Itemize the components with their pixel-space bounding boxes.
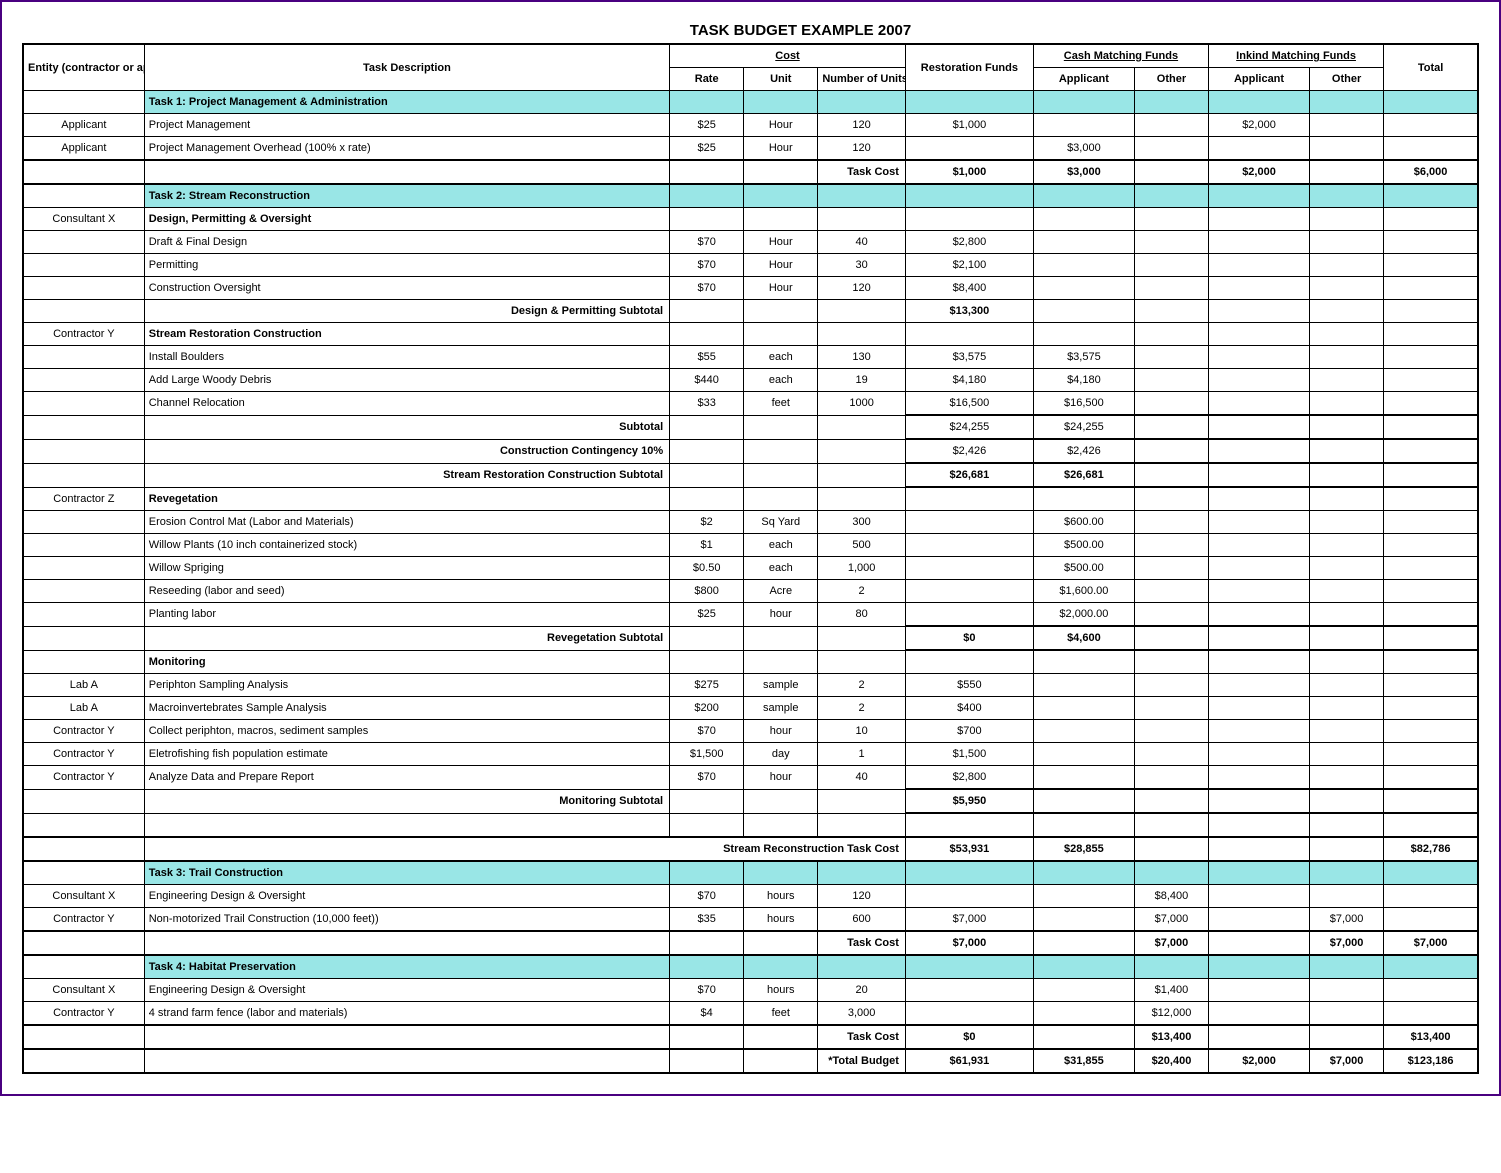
subtotal-row: Revegetation Subtotal$0$4,600: [23, 626, 1478, 650]
task-cost-row: Task Cost$0$13,400$13,400: [23, 1025, 1478, 1049]
subtotal-row: Design & Permitting Subtotal$13,300: [23, 300, 1478, 323]
data-row: ApplicantProject Management Overhead (10…: [23, 137, 1478, 161]
data-row: Lab AMacroinvertebrates Sample Analysis$…: [23, 697, 1478, 720]
hdr-desc: Task Description: [144, 44, 669, 91]
data-row: Add Large Woody Debris$440each19$4,180$4…: [23, 369, 1478, 392]
data-row: Contractor YCollect periphton, macros, s…: [23, 720, 1478, 743]
data-row: Planting labor$25hour80$2,000.00: [23, 603, 1478, 627]
data-row: Consultant XEngineering Design & Oversig…: [23, 885, 1478, 908]
data-row: Install Boulders$55each130$3,575$3,575: [23, 346, 1478, 369]
budget-table: Entity (contractor or applicant) Task De…: [22, 43, 1479, 1074]
data-row: Willow Plants (10 inch containerized sto…: [23, 534, 1478, 557]
data-row: Contractor YNon-motorized Trail Construc…: [23, 908, 1478, 932]
page-title: TASK BUDGET EXAMPLE 2007: [122, 22, 1479, 39]
hdr-ink-app: Applicant: [1209, 68, 1310, 91]
section-header: Consultant XDesign, Permitting & Oversig…: [23, 208, 1478, 231]
subtotal-row: Subtotal$24,255$24,255: [23, 415, 1478, 439]
data-row: Contractor Y4 strand farm fence (labor a…: [23, 1002, 1478, 1026]
data-row: Channel Relocation$33feet1000$16,500$16,…: [23, 392, 1478, 416]
data-row: Permitting$70Hour30$2,100: [23, 254, 1478, 277]
task-cost-row: *Total Budget$61,931$31,855$20,400$2,000…: [23, 1049, 1478, 1073]
hdr-total: Total: [1384, 44, 1478, 91]
blank-row: [23, 813, 1478, 837]
task-header: Task 4: Habitat Preservation: [23, 955, 1478, 979]
hdr-entity: Entity (contractor or applicant): [23, 44, 144, 91]
data-row: Contractor YEletrofishing fish populatio…: [23, 743, 1478, 766]
hdr-inkind: Inkind Matching Funds: [1209, 44, 1384, 68]
data-row: Construction Oversight$70Hour120$8,400: [23, 277, 1478, 300]
subtotal-row: Stream Restoration Construction Subtotal…: [23, 463, 1478, 487]
hdr-ink-oth: Other: [1310, 68, 1384, 91]
task-cost-row: Stream Reconstruction Task Cost$53,931$2…: [23, 837, 1478, 861]
task-header: Task 1: Project Management & Administrat…: [23, 91, 1478, 114]
data-row: Willow Spriging$0.50each1,000$500.00: [23, 557, 1478, 580]
hdr-rate: Rate: [670, 68, 744, 91]
hdr-cash: Cash Matching Funds: [1033, 44, 1208, 68]
subtotal-row: Construction Contingency 10%$2,426$2,426: [23, 439, 1478, 463]
subtotal-row: Monitoring Subtotal$5,950: [23, 789, 1478, 813]
data-row: ApplicantProject Management$25Hour120$1,…: [23, 114, 1478, 137]
data-row: Consultant XEngineering Design & Oversig…: [23, 979, 1478, 1002]
data-row: Lab APeriphton Sampling Analysis$275samp…: [23, 674, 1478, 697]
hdr-rest: Restoration Funds: [905, 44, 1033, 91]
data-row: Contractor YAnalyze Data and Prepare Rep…: [23, 766, 1478, 790]
data-row: Reseeding (labor and seed)$800Acre2$1,60…: [23, 580, 1478, 603]
hdr-unit: Unit: [744, 68, 818, 91]
data-row: Draft & Final Design$70Hour40$2,800: [23, 231, 1478, 254]
task-header: Task 2: Stream Reconstruction: [23, 184, 1478, 208]
hdr-cash-app: Applicant: [1033, 68, 1134, 91]
hdr-cost: Cost: [670, 44, 906, 68]
section-header: Contractor YStream Restoration Construct…: [23, 323, 1478, 346]
hdr-cash-oth: Other: [1134, 68, 1208, 91]
section-header: Contractor ZRevegetation: [23, 487, 1478, 511]
task-cost-row: Task Cost$7,000$7,000$7,000$7,000: [23, 931, 1478, 955]
task-cost-row: Task Cost$1,000$3,000$2,000$6,000: [23, 160, 1478, 184]
task-header: Task 3: Trail Construction: [23, 861, 1478, 885]
hdr-num: Number of Units: [818, 68, 906, 91]
data-row: Erosion Control Mat (Labor and Materials…: [23, 511, 1478, 534]
section-header: Monitoring: [23, 650, 1478, 674]
